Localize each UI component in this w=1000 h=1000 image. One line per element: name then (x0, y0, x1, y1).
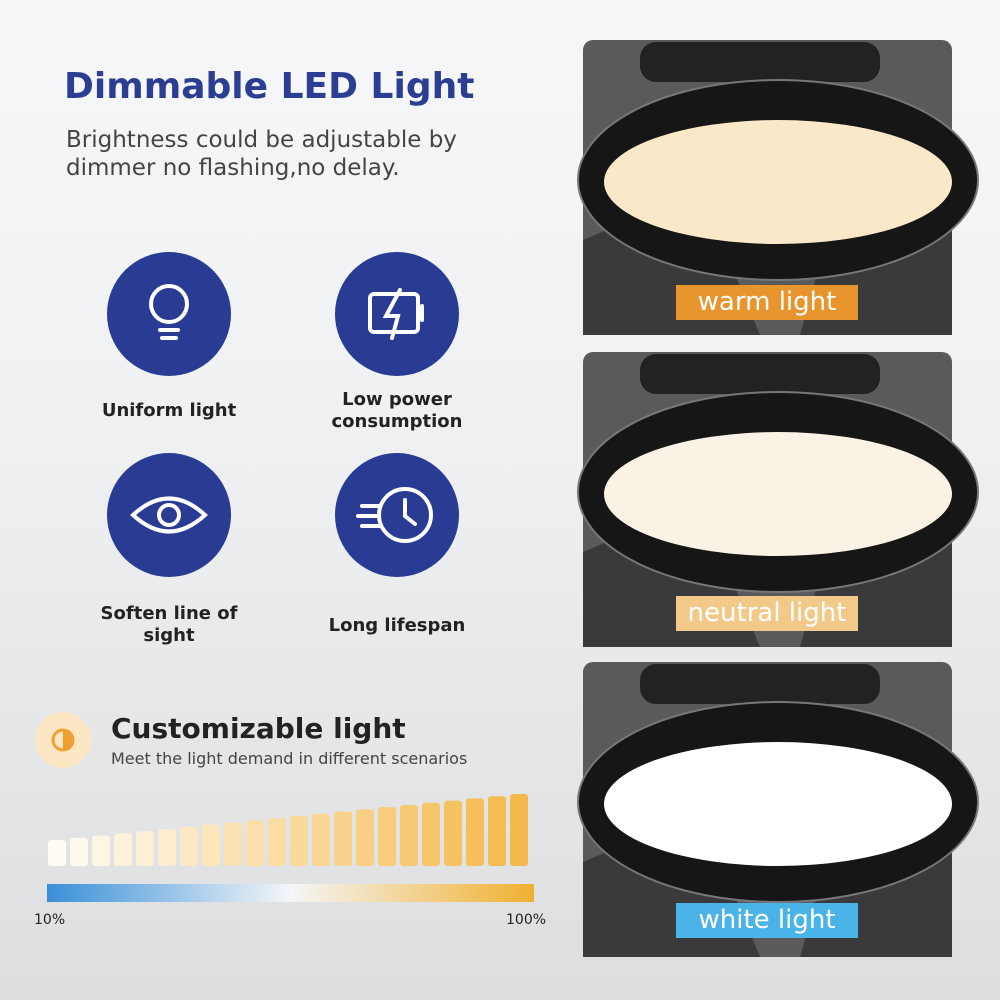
light-panel (604, 120, 952, 244)
feature-label: Low power consumption (331, 389, 463, 432)
subtitle: Brightness could be adjustable by dimmer… (66, 127, 457, 181)
icons (107, 252, 459, 577)
panels (577, 40, 979, 957)
title: Dimmable LED Light (64, 66, 475, 107)
bar (180, 826, 198, 866)
fan-top (640, 42, 880, 82)
panel-label: warm light (676, 285, 858, 320)
bar (356, 809, 374, 866)
brightness-bars (48, 794, 528, 866)
bar (488, 796, 506, 866)
bar (202, 824, 220, 866)
bar (136, 831, 154, 866)
light-panel (604, 432, 952, 556)
feature-label: Uniform light (101, 400, 237, 421)
feature-label: Soften line of sight (100, 603, 238, 646)
bar (334, 811, 352, 866)
feature-label: Long lifespan (328, 615, 466, 636)
bar (92, 835, 110, 866)
fan-top (640, 664, 880, 704)
panel-label: neutral light (676, 596, 858, 631)
custom-subtitle: Meet the light demand in different scena… (111, 749, 468, 768)
light-panel (604, 742, 952, 866)
scale-max: 100% (506, 912, 547, 928)
bar (444, 800, 462, 866)
scale-min: 10% (34, 912, 66, 928)
bar (48, 840, 66, 866)
bar (378, 807, 396, 866)
bar (158, 829, 176, 866)
bar (246, 820, 264, 866)
bar (268, 818, 286, 866)
bar (312, 813, 330, 866)
bar (70, 837, 88, 866)
bar (114, 833, 132, 866)
bar (510, 794, 528, 866)
sun-icon (35, 712, 91, 768)
bar (466, 798, 484, 866)
custom-title: Customizable light (111, 712, 406, 745)
bar (290, 815, 308, 866)
fan-top (640, 354, 880, 394)
color-scale (47, 884, 534, 902)
bar (422, 802, 440, 866)
panel-label: white light (676, 903, 858, 938)
bar (400, 804, 418, 866)
icon-glyphs (130, 284, 433, 543)
bar (224, 822, 242, 866)
